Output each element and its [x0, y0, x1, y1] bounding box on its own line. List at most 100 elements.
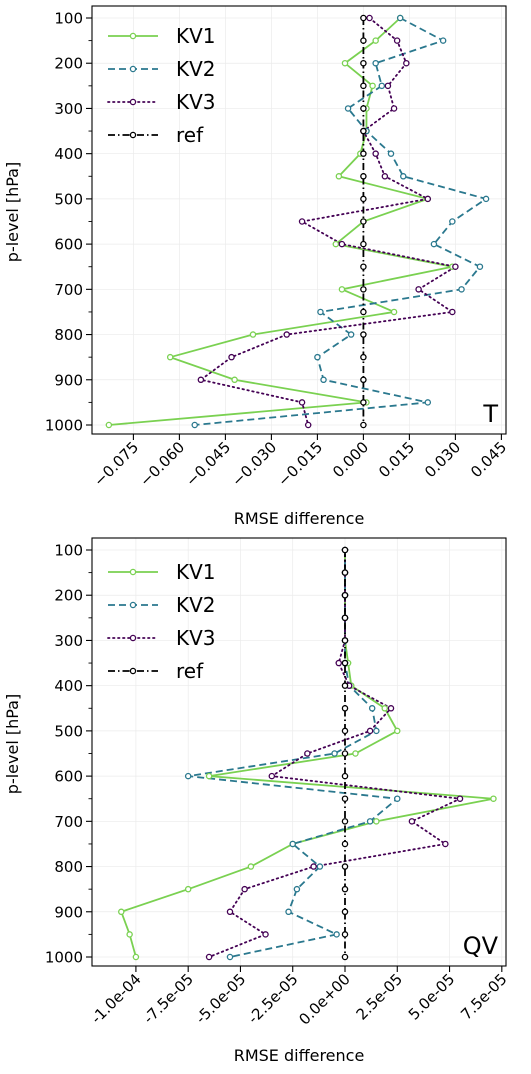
x-axis-label: RMSE difference [234, 1046, 365, 1065]
data-point-ref [341, 908, 349, 916]
data-point-kv1 [132, 953, 140, 961]
y-tick-label: 1000 [45, 949, 83, 967]
series-line-kv1 [108, 17, 453, 426]
data-point-kv3 [366, 727, 374, 735]
data-point-ref [360, 331, 367, 338]
data-point-ref [341, 795, 349, 802]
humidity-panel: 1002003004005006007008009001000-1.0e-04-… [3, 537, 511, 1065]
legend-label: KV3 [176, 90, 216, 114]
legend-marker-kv3 [129, 98, 137, 106]
y-tick-label: 400 [54, 145, 83, 163]
data-point-ref [341, 682, 349, 689]
data-point-kv2 [449, 218, 456, 225]
data-point-ref [341, 750, 349, 757]
data-point-kv1 [373, 818, 380, 825]
data-point-ref [360, 82, 367, 90]
data-point-kv2 [320, 376, 327, 384]
data-point-kv2 [331, 750, 338, 757]
data-point-kv3 [310, 863, 317, 870]
data-point-ref [341, 727, 349, 735]
x-axis-label: RMSE difference [234, 509, 365, 528]
y-tick-label: 800 [54, 326, 83, 344]
data-point-ref [360, 127, 367, 135]
data-point-kv2 [458, 286, 465, 293]
data-point-ref [360, 399, 367, 406]
data-point-kv3 [283, 331, 290, 338]
data-point-ref [341, 863, 349, 870]
data-point-ref [360, 376, 367, 384]
x-tick-label: -2.5e-05 [244, 970, 301, 1027]
data-point-kv1 [205, 772, 213, 780]
data-point-kv2 [316, 863, 324, 870]
data-point-kv2 [293, 885, 301, 893]
x-tick-label: −0.030 [228, 438, 280, 490]
data-point-kv2 [430, 240, 438, 248]
data-point-kv1 [369, 82, 376, 90]
data-point-ref [341, 953, 349, 961]
x-tick-label: 0.030 [421, 438, 464, 481]
data-point-kv2 [347, 331, 355, 338]
data-point-ref [341, 569, 349, 576]
data-point-ref [360, 263, 367, 270]
data-point-kv3 [304, 421, 312, 429]
legend-marker-ref [129, 131, 137, 139]
data-point-ref [360, 218, 367, 225]
data-point-kv1 [390, 308, 398, 316]
legend-label: KV1 [176, 560, 216, 584]
plot-frame [91, 5, 507, 435]
y-tick-label: 200 [54, 55, 83, 73]
x-tick-label: 0.045 [467, 438, 510, 481]
data-point-kv1 [231, 376, 238, 384]
data-point-kv3 [381, 173, 389, 180]
data-point-kv3 [298, 218, 306, 225]
data-point-ref [360, 150, 367, 157]
data-point-kv2 [368, 705, 376, 712]
data-point-kv3 [452, 263, 459, 270]
data-point-kv2 [400, 173, 407, 180]
data-point-kv2 [285, 908, 292, 916]
data-point-kv1 [490, 795, 497, 802]
y-tick-label: 500 [54, 722, 83, 740]
y-tick-label: 900 [54, 903, 83, 921]
data-point-ref [360, 286, 367, 293]
data-point-kv3 [262, 931, 269, 938]
data-point-kv2 [314, 353, 321, 361]
data-point-kv3 [298, 399, 306, 406]
x-tick-label: 0.015 [375, 438, 418, 481]
data-point-kv2 [226, 953, 234, 961]
x-tick-label: −0.045 [182, 438, 234, 490]
data-point-kv3 [205, 953, 213, 961]
x-tick-label: 0.0e+00 [295, 970, 354, 1029]
data-point-kv2 [372, 59, 379, 67]
legend-marker-ref [129, 667, 137, 675]
x-tick-label: −0.015 [274, 438, 326, 490]
data-point-kv2 [424, 399, 432, 406]
data-point-ref [341, 840, 349, 848]
data-point-kv3 [228, 353, 235, 361]
x-tick-label: 7.5e-05 [457, 970, 510, 1023]
data-point-kv1 [394, 727, 401, 735]
x-tick-label: -7.5e-05 [140, 970, 197, 1027]
data-point-kv3 [390, 105, 398, 112]
legend-label: KV2 [176, 593, 216, 617]
legend-label: KV1 [176, 24, 216, 48]
legend-marker-kv2 [129, 65, 137, 73]
data-point-kv1 [338, 286, 346, 293]
data-point-kv2 [344, 105, 352, 112]
data-point-ref [360, 195, 367, 203]
data-point-kv2 [439, 37, 447, 44]
data-point-kv2 [373, 727, 380, 735]
data-point-ref [341, 659, 349, 667]
x-tick-label: −0.060 [136, 438, 188, 490]
temperature-panel: 1002003004005006007008009001000−0.075−0.… [3, 5, 510, 528]
plot-frame [91, 537, 507, 967]
data-point-kv3 [408, 818, 416, 825]
data-point-kv1 [249, 331, 257, 338]
data-point-kv3 [241, 885, 248, 893]
y-tick-label: 400 [54, 677, 83, 695]
legend-label: KV3 [176, 626, 216, 650]
data-point-kv2 [184, 772, 192, 780]
y-tick-label: 100 [54, 542, 83, 560]
data-point-kv3 [442, 840, 449, 848]
